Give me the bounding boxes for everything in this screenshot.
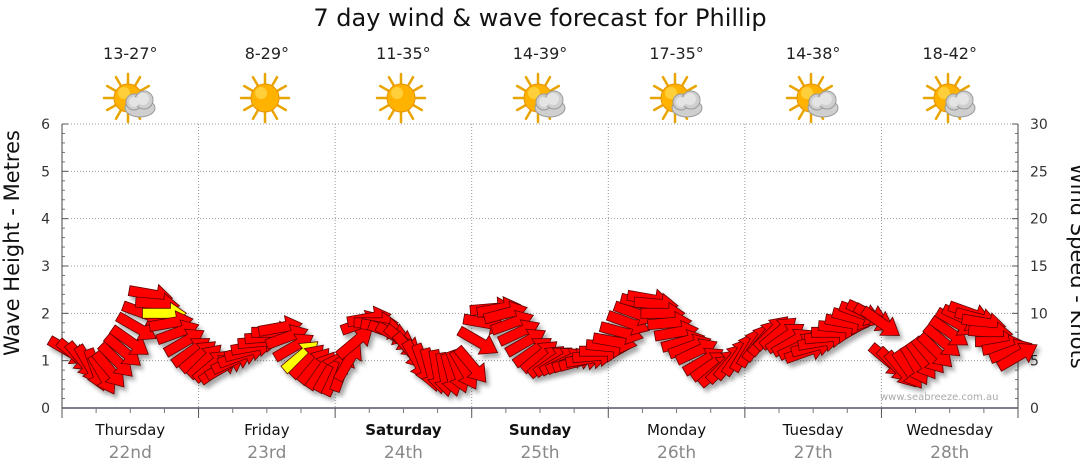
right-tick-label: 10 — [1030, 306, 1048, 322]
day-date-label: 24th — [383, 443, 423, 463]
left-tick-label: 0 — [41, 401, 50, 417]
sun-cloud-icon — [922, 72, 976, 124]
wind-arrow — [995, 342, 1038, 372]
wind-arrow — [859, 305, 900, 336]
day-date-label: 26th — [657, 443, 697, 463]
right-tick-label: 25 — [1030, 164, 1048, 180]
right-tick-label: 30 — [1030, 117, 1048, 133]
right-tick-label: 5 — [1030, 354, 1039, 370]
day-name-label: Wednesday — [906, 421, 994, 439]
day-name-label: Sunday — [508, 421, 572, 439]
right-tick-label: 0 — [1030, 401, 1039, 417]
wind-arrow — [453, 344, 487, 383]
left-tick-label: 4 — [41, 212, 50, 228]
day-date-label: 27th — [793, 443, 833, 463]
wind-arrow — [115, 311, 157, 341]
day-temp-range: 14-39° — [512, 44, 568, 63]
day-temp-range: 11-35° — [376, 44, 431, 63]
left-tick-label: 5 — [41, 164, 50, 180]
wind-arrow — [334, 327, 373, 361]
day-temp-range: 17-35° — [649, 44, 704, 63]
chart-title: 7 day wind & wave forecast for Phillip — [313, 4, 767, 32]
day-name-label: Friday — [244, 421, 290, 439]
right-tick-label: 20 — [1030, 212, 1048, 228]
left-tick-label: 2 — [41, 306, 50, 322]
left-tick-label: 3 — [41, 259, 50, 275]
y-axis-left-label: Wave Height - Metres — [0, 130, 24, 356]
wind-arrow — [928, 315, 969, 346]
day-name-label: Tuesday — [782, 421, 844, 439]
wind-arrow — [456, 325, 499, 355]
sun-cloud-icon — [785, 72, 839, 124]
day-name-label: Thursday — [95, 421, 166, 439]
day-name-label: Monday — [646, 421, 707, 439]
credit-watermark: www.seabreeze.com.au — [880, 392, 999, 403]
day-name-label: Saturday — [365, 421, 442, 439]
left-tick-label: 1 — [41, 354, 50, 370]
y-axis-right-label: Wind Speed - Knots — [1066, 163, 1080, 369]
day-date-label: 28th — [930, 443, 970, 463]
day-temp-range: 8-29° — [244, 44, 289, 63]
day-temp-range: 13-27° — [103, 44, 158, 63]
day-date-label: 25th — [520, 443, 560, 463]
sun-icon — [376, 72, 427, 124]
sun-icon — [239, 72, 291, 124]
day-temp-range: 18-42° — [922, 44, 977, 63]
day-temp-range: 14-38° — [785, 44, 841, 63]
right-tick-label: 15 — [1030, 259, 1048, 275]
left-tick-label: 6 — [41, 117, 50, 133]
day-date-label: 22nd — [108, 443, 152, 463]
sun-cloud-icon — [512, 72, 566, 124]
sun-cloud-icon — [103, 72, 156, 124]
sun-cloud-icon — [649, 72, 703, 124]
day-date-label: 23rd — [247, 443, 287, 463]
